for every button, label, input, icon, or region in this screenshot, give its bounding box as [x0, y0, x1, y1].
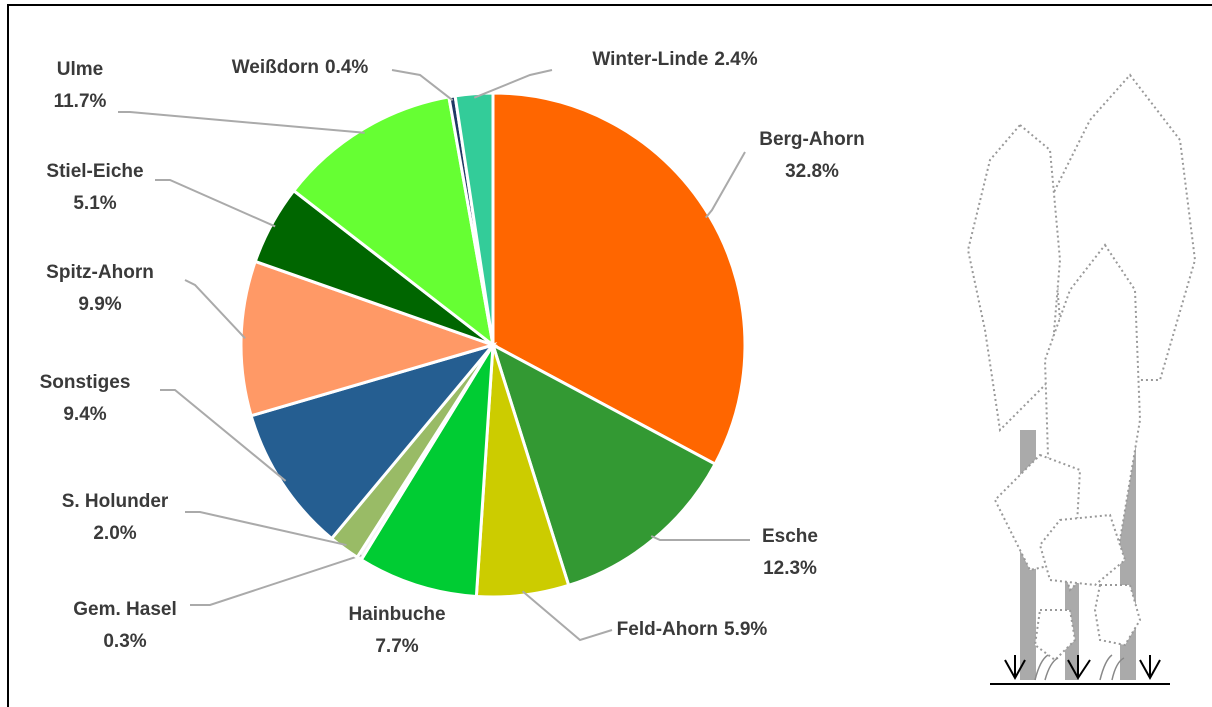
label-value: 7.7% — [375, 636, 418, 657]
frame — [7, 4, 1212, 707]
leader-line — [650, 535, 750, 541]
pie-slice — [359, 344, 495, 599]
label-value: 12.3% — [763, 558, 817, 579]
leader-line — [473, 69, 553, 99]
label-name: Weißdorn — [232, 57, 319, 78]
data-label: Winter-Linde 2.4% — [592, 49, 757, 70]
leader-line — [185, 511, 347, 547]
pie-slice — [249, 342, 498, 541]
leader-line — [190, 554, 362, 606]
label-value: 0.4% — [325, 57, 368, 78]
label-value: 0.3% — [103, 631, 146, 652]
tree-illustration — [966, 73, 1197, 685]
label-name: S. Holunder — [62, 491, 169, 512]
label-name: Spitz-Ahorn — [46, 262, 154, 283]
label-value: 2.0% — [93, 523, 136, 544]
leader-line — [160, 389, 287, 482]
leader-line — [155, 179, 276, 228]
label-name: Sonstiges — [40, 372, 131, 393]
leader-line — [521, 590, 613, 642]
pie-slice — [291, 95, 496, 349]
pie-slice — [491, 91, 747, 467]
label-value: 9.4% — [63, 404, 106, 425]
label-name: Gem. Hasel — [73, 599, 177, 620]
leader-line — [184, 279, 246, 340]
pie-slice — [490, 341, 718, 588]
pie-slice — [239, 259, 498, 418]
leader-line — [118, 111, 365, 134]
leader-line — [391, 69, 454, 102]
label-value: 11.7% — [54, 91, 107, 112]
label-name: Esche — [762, 526, 818, 547]
label-value: 9.9% — [78, 294, 121, 315]
label-name: Berg-Ahorn — [759, 129, 865, 150]
label-value: 2.4% — [714, 49, 757, 70]
label-name: Winter-Linde — [592, 49, 708, 70]
data-label: Feld-Ahorn 5.9% — [617, 619, 768, 640]
label-name: Stiel-Eiche — [46, 161, 143, 182]
label-value: 32.8% — [785, 161, 839, 182]
label-value: 5.9% — [724, 619, 767, 640]
label-name: Feld-Ahorn — [617, 619, 718, 640]
label-value: 5.1% — [73, 193, 116, 214]
data-label: Weißdorn 0.4% — [232, 57, 369, 78]
leader-line — [705, 151, 746, 219]
label-name: Hainbuche — [348, 604, 445, 625]
pie-slice — [453, 91, 495, 346]
label-name: Ulme — [57, 59, 103, 80]
